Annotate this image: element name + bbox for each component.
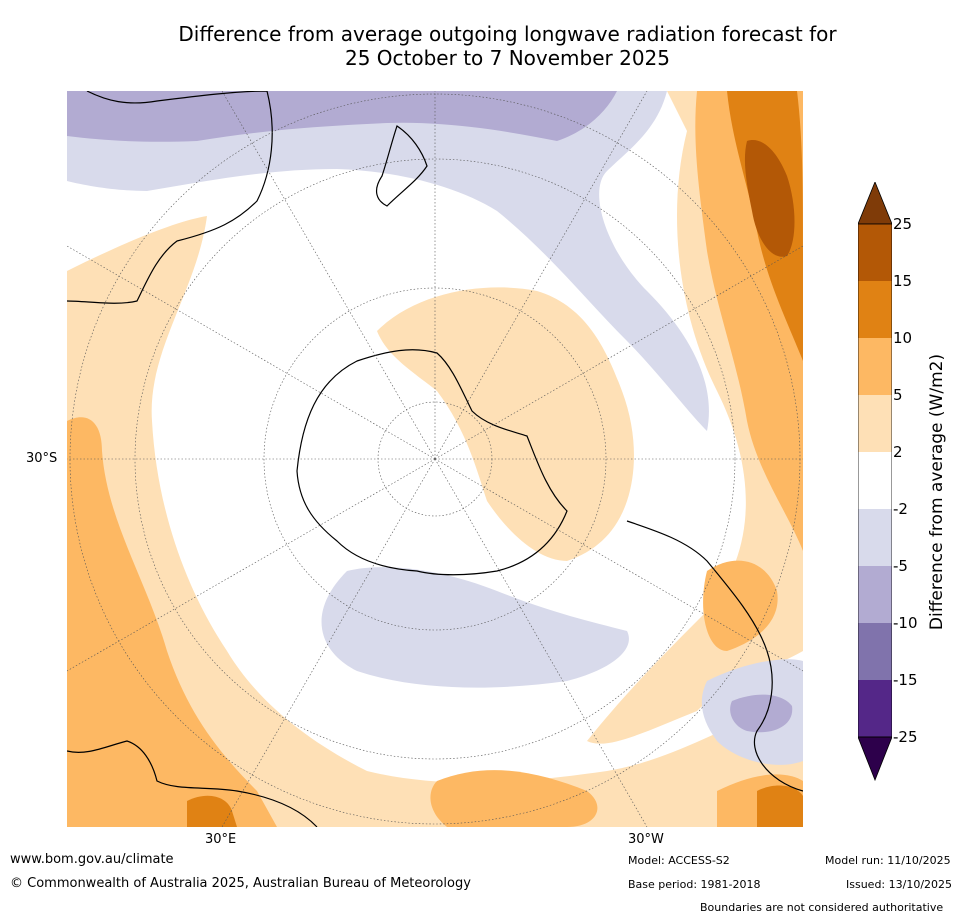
colorbar-minus10-15	[858, 623, 892, 680]
colorbar-tick-minus2: -2	[893, 500, 908, 518]
lat-label-30s: 30°S	[26, 451, 58, 466]
lon-label-30w: 30°W	[628, 832, 664, 847]
coastline-australia	[67, 91, 273, 304]
anomaly-band-minus5-10-se	[730, 694, 793, 733]
colorbar-tick-minus5: -5	[893, 557, 908, 575]
anomaly-band-10-15-se	[757, 785, 803, 827]
colorbar-tick-minus25: -25	[893, 728, 918, 746]
anomaly-band-15-25-east	[744, 140, 795, 257]
coastline-new-zealand	[375, 125, 428, 207]
anomaly-band-10-15-sw	[187, 795, 237, 827]
colorbar-minus2-5	[858, 509, 892, 566]
colorbar-outline	[858, 223, 892, 738]
colorbar-tick-2: 2	[893, 443, 903, 461]
footer-issued: Issued: 13/10/2025	[846, 878, 953, 891]
colorbar-tick-minus15: -15	[893, 671, 918, 689]
anomaly-band-minus2-5-north	[67, 91, 709, 431]
footer-copyright: © Commonwealth of Australia 2025, Austra…	[10, 876, 471, 891]
title-line-2: 25 October to 7 November 2025	[344, 46, 671, 70]
anomaly-band-2-5-center	[377, 287, 634, 561]
coastline-antarctica	[296, 349, 568, 576]
footer-model: Model: ACCESS-S2	[628, 854, 730, 867]
anomaly-band-minus5-10-north	[67, 91, 617, 142]
colorbar-5-10	[858, 338, 892, 395]
colorbar-15-25	[858, 224, 892, 281]
colorbar-2-5	[858, 395, 892, 452]
colorbar	[858, 182, 892, 782]
anomaly-band-5-10-se	[703, 560, 778, 651]
colorbar-label: Difference from average (W/m2)	[927, 353, 947, 631]
colorbar-tick-10: 10	[893, 329, 913, 347]
footer-website: www.bom.gov.au/climate	[10, 852, 174, 867]
colorbar-extend-top	[858, 182, 892, 225]
colorbar-neutral	[858, 452, 892, 509]
anomaly-band-5-10-south	[430, 770, 598, 827]
anomaly-band-minus2-5-south	[321, 567, 629, 688]
lon-label-30e: 30°E	[205, 832, 237, 847]
graticule	[67, 91, 803, 827]
colorbar-minus15-25	[858, 680, 892, 737]
polar-map	[67, 91, 803, 827]
title-line-1: Difference from average outgoing longwav…	[178, 22, 837, 46]
chart-title: Difference from average outgoing longwav…	[120, 22, 895, 70]
footer-disclaimer: Boundaries are not considered authoritat…	[700, 901, 944, 914]
coastline-south-america	[626, 520, 803, 792]
colorbar-tick-15: 15	[893, 272, 913, 290]
footer-model-run: Model run: 11/10/2025	[825, 854, 951, 867]
colorbar-extend-bottom	[858, 736, 892, 782]
colorbar-minus5-10	[858, 566, 892, 623]
colorbar-10-15	[858, 281, 892, 338]
footer-base-period: Base period: 1981-2018	[628, 878, 761, 891]
anomaly-band-5-10-west	[67, 417, 277, 827]
coastline-africa	[67, 740, 318, 827]
colorbar-tick-25: 25	[893, 215, 913, 233]
colorbar-tick-5: 5	[893, 386, 903, 404]
colorbar-tick-minus10: -10	[893, 614, 918, 632]
